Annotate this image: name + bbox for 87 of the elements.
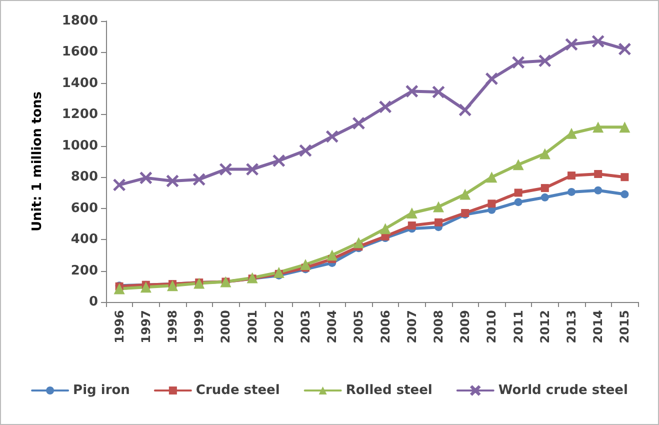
point	[246, 163, 258, 176]
point	[620, 190, 629, 198]
point	[514, 188, 522, 197]
point	[193, 173, 206, 186]
point	[273, 266, 284, 278]
point	[326, 130, 338, 143]
point	[568, 172, 576, 180]
point	[379, 100, 392, 113]
legend-label: Rolled steel	[346, 383, 432, 398]
point	[300, 259, 311, 270]
y-tick-label: 600	[70, 200, 98, 216]
point	[167, 280, 178, 292]
x-tick-label: 2005	[352, 310, 366, 344]
y-tick-label: 1000	[62, 138, 98, 154]
x-tick-label: 2001	[245, 310, 260, 344]
x-tick-label: 2007	[404, 310, 419, 344]
point	[592, 122, 604, 133]
point	[619, 122, 630, 133]
point	[434, 218, 442, 226]
point	[459, 104, 472, 116]
point	[246, 272, 258, 284]
y-tick-label: 400	[70, 232, 98, 248]
point	[488, 200, 496, 208]
point	[140, 172, 152, 184]
x-tick-label: 2014	[591, 310, 606, 344]
x-tick-label: 2011	[511, 310, 526, 344]
y-axis-title: Unit: 1 million tons	[30, 91, 45, 232]
point	[566, 38, 578, 50]
point	[140, 282, 152, 293]
x-tick-label: 2004	[325, 310, 340, 344]
point	[352, 117, 365, 130]
point	[512, 56, 524, 68]
point	[594, 170, 602, 178]
point	[540, 184, 549, 192]
point	[433, 201, 444, 212]
point	[539, 148, 550, 160]
y-tick-label: 1600	[62, 44, 98, 60]
x-tick-label: 1998	[166, 310, 180, 344]
point	[512, 159, 524, 170]
point	[406, 208, 418, 219]
point	[353, 237, 364, 248]
x-tick-label: 2003	[298, 310, 312, 344]
x-tick-label: 1996	[112, 310, 126, 344]
point	[594, 186, 602, 194]
x-tick-label: 1997	[138, 310, 153, 344]
point	[380, 223, 391, 234]
y-tick-label: 1200	[62, 107, 98, 122]
point	[592, 35, 604, 48]
point	[538, 54, 551, 67]
point	[326, 250, 338, 261]
point	[194, 278, 205, 289]
point	[300, 144, 312, 157]
x-tick-label: 2012	[538, 310, 552, 344]
point	[618, 43, 631, 56]
x-tick-label: 1999	[192, 310, 206, 344]
point	[460, 188, 471, 200]
point	[620, 173, 629, 182]
point	[114, 283, 125, 294]
x-tick-label: 2013	[564, 310, 578, 344]
point	[486, 72, 498, 85]
legend-label: World crude steel	[498, 383, 628, 398]
point	[568, 188, 576, 196]
y-tick-label: 200	[70, 263, 98, 278]
y-tick-label: 1800	[62, 14, 98, 28]
x-tick-label: 2006	[378, 310, 392, 344]
x-tick-label: 2010	[484, 310, 499, 344]
x-tick-label: 2002	[272, 310, 286, 344]
point	[406, 85, 418, 98]
point	[166, 175, 178, 188]
point	[272, 154, 285, 167]
x-tick-label: 2009	[458, 310, 472, 344]
y-tick-label: 800	[70, 170, 98, 185]
point	[514, 198, 522, 206]
legend-label: Pig iron	[73, 383, 130, 398]
x-tick-label: 2008	[432, 310, 446, 344]
point	[113, 178, 126, 191]
point	[486, 172, 498, 183]
y-tick-label: 1400	[62, 76, 98, 91]
x-tick-label: 2015	[618, 310, 632, 344]
y-tick-label: 0	[88, 294, 98, 310]
x-tick-label: 2000	[218, 310, 233, 344]
point	[220, 163, 232, 176]
point	[540, 193, 549, 202]
point	[566, 128, 577, 139]
point	[432, 86, 444, 98]
point	[408, 222, 416, 230]
legend-label: Crude steel	[196, 383, 280, 398]
